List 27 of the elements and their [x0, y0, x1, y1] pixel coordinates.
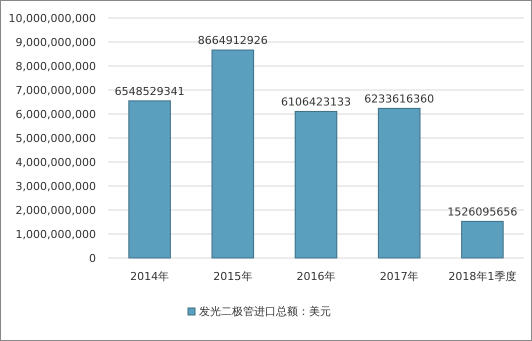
y-tick-label: 8,000,000,000 [16, 60, 96, 73]
legend-label: 发光二极管进口总额：美元 [199, 305, 331, 318]
y-tick-label: 1,000,000,000 [16, 228, 96, 241]
bar [461, 220, 504, 258]
x-tick-label: 2014年 [130, 270, 170, 283]
data-label: 1526095656 [447, 205, 518, 218]
bar [294, 110, 338, 258]
y-tick-label: 2,000,000,000 [16, 204, 96, 217]
data-label: 6233616360 [364, 92, 434, 106]
x-tick-label: 2016年 [296, 270, 336, 283]
bar [128, 100, 171, 258]
y-tick-label: 4,000,000,000 [16, 156, 96, 169]
x-tick-label: 2015年 [213, 270, 252, 283]
y-tick-label: 3,000,000,000 [16, 180, 96, 193]
bar [212, 50, 254, 258]
y-tick-label: 6,000,000,000 [16, 108, 96, 121]
y-tick-label: 0 [89, 252, 96, 265]
data-label: 6106423133 [281, 95, 351, 108]
data-label: 6548529341 [114, 84, 185, 98]
y-tick-label: 5,000,000,000 [16, 132, 96, 145]
x-tick-label: 2018年1季度 [448, 270, 516, 283]
y-tick-label: 9,000,000,000 [16, 36, 96, 49]
y-tick-label: 10,000,000,000 [8, 12, 96, 25]
x-tick-label: 2017年 [380, 270, 419, 283]
bar [378, 108, 420, 258]
y-tick-label: 7,000,000,000 [16, 84, 96, 97]
data-label: 8664912926 [198, 34, 268, 48]
